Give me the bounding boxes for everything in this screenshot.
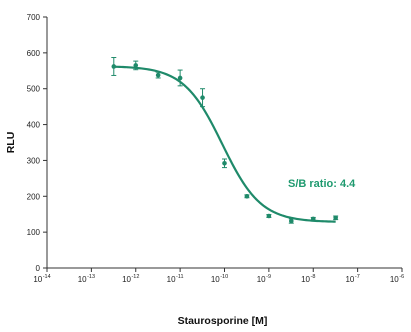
x-axis-label: Staurosporine [M] <box>178 315 268 327</box>
y-tick-label: 200 <box>27 192 41 201</box>
data-point-marker <box>111 64 117 69</box>
x-tick-label: 10-8 <box>301 274 315 284</box>
data-point-marker <box>310 216 316 222</box>
data-point-marker <box>133 63 139 68</box>
y-axis-label: RLU <box>5 132 17 154</box>
x-tick-label: 10-10 <box>211 274 228 284</box>
x-tick-label: 10-14 <box>33 274 50 284</box>
x-tick-label: 10-7 <box>345 274 359 284</box>
data-point <box>288 218 294 224</box>
data-point <box>333 215 339 221</box>
y-tick-label: 500 <box>27 85 41 94</box>
data-point <box>266 213 272 219</box>
fit-curve <box>113 65 336 223</box>
sb-ratio-annotation: S/B ratio: 4.4 <box>288 178 356 190</box>
data-point-marker <box>288 218 294 224</box>
x-tick-label: 10-11 <box>167 274 184 284</box>
data-point <box>177 69 183 87</box>
x-tick-label: 10-12 <box>122 274 139 284</box>
y-tick-label: 600 <box>27 49 41 58</box>
data-point <box>222 158 227 169</box>
data-point <box>200 88 206 108</box>
y-tick-label: 0 <box>36 264 41 273</box>
data-point <box>133 60 139 71</box>
x-tick-label: 10-13 <box>78 274 95 284</box>
data-point <box>244 193 250 199</box>
y-tick-label: 700 <box>27 13 41 22</box>
data-point-marker <box>200 95 205 100</box>
data-point <box>310 216 316 222</box>
data-point-marker <box>244 193 250 199</box>
y-tick-label: 100 <box>27 228 41 237</box>
data-point-marker <box>266 213 272 219</box>
fit-curve-layer <box>113 65 336 223</box>
y-tick-label: 400 <box>27 121 41 130</box>
data-point-marker <box>222 160 227 166</box>
data-points-layer <box>111 57 339 224</box>
data-point <box>155 71 161 79</box>
data-point <box>111 57 117 76</box>
x-tick-label: 10-6 <box>390 274 404 284</box>
data-point-marker <box>333 215 338 221</box>
y-tick-label: 300 <box>27 156 41 165</box>
x-tick-label: 10-9 <box>257 274 271 284</box>
axes: 0 100 200 300 400 500 600 700 10-14 10-13 10-12 10-… <box>27 13 405 284</box>
data-point-marker <box>155 72 161 78</box>
data-point-marker <box>177 75 183 81</box>
